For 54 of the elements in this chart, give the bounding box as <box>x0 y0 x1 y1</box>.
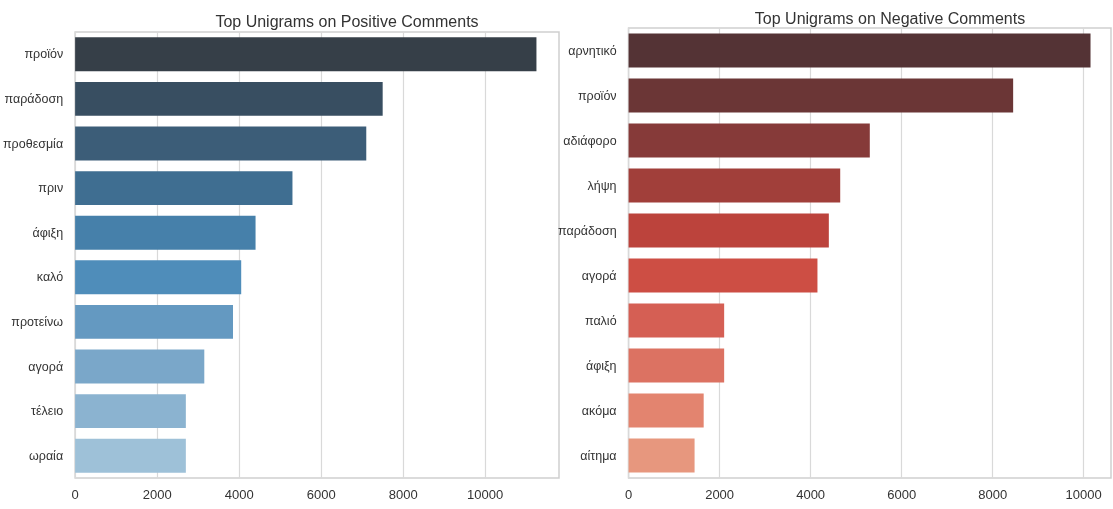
y-tick-label: λήψη <box>587 178 617 193</box>
bar <box>628 393 704 428</box>
x-tick-label: 2000 <box>705 487 735 502</box>
x-tick-label: 10000 <box>1065 487 1102 502</box>
bar <box>628 258 818 293</box>
y-tick-label: τέλειο <box>31 404 64 419</box>
x-tick-label: 4000 <box>796 487 826 502</box>
bar <box>75 304 233 339</box>
bar <box>628 168 841 203</box>
y-tick-label: αίτημα <box>580 448 617 463</box>
x-tick-label: 4000 <box>224 487 254 502</box>
y-tick-label: πριν <box>38 181 64 196</box>
bar <box>75 171 293 206</box>
y-tick-label: αδιάφορο <box>563 133 617 148</box>
bar <box>75 37 537 72</box>
bar <box>75 438 186 473</box>
x-tick-label: 2000 <box>142 487 172 502</box>
bar <box>628 348 725 383</box>
bar <box>628 438 695 473</box>
bar <box>75 394 186 429</box>
x-tick-label: 6000 <box>306 487 336 502</box>
y-tick-label: αγορά <box>28 359 64 374</box>
bar <box>75 81 383 116</box>
chart-title: Top Unigrams on Positive Comments <box>215 12 479 30</box>
bar <box>75 349 205 384</box>
y-tick-label: παλιό <box>584 313 617 328</box>
bar <box>75 126 367 161</box>
bar <box>628 33 1091 68</box>
y-tick-label: προθεσμία <box>2 136 64 151</box>
chart-title: Top Unigrams on Negative Comments <box>754 9 1026 27</box>
x-tick-label: 6000 <box>887 487 917 502</box>
bar <box>628 213 829 248</box>
bar <box>628 303 725 338</box>
y-tick-label: αγορά <box>581 268 617 283</box>
x-tick-label: 10000 <box>467 487 504 502</box>
x-tick-label: 8000 <box>388 487 418 502</box>
bar <box>75 260 242 295</box>
x-tick-label: 8000 <box>978 487 1008 502</box>
bar <box>628 78 1014 113</box>
y-tick-label: καλό <box>36 270 64 285</box>
y-tick-label: ακόμα <box>581 403 617 418</box>
y-tick-label: προτείνω <box>11 314 64 329</box>
bar <box>628 123 870 158</box>
y-tick-label: παράδοση <box>557 223 617 238</box>
y-tick-label: προϊόν <box>24 47 64 62</box>
bar <box>75 215 256 250</box>
y-tick-label: άφιξη <box>32 225 64 240</box>
y-tick-label: αρνητικό <box>568 43 617 58</box>
y-tick-label: προϊόν <box>577 88 617 103</box>
y-tick-label: ωραία <box>29 448 64 463</box>
x-tick-label: 0 <box>71 487 79 502</box>
x-tick-label: 0 <box>624 487 633 502</box>
y-tick-label: άφιξη <box>585 358 617 373</box>
y-tick-label: παράδοση <box>4 91 64 106</box>
